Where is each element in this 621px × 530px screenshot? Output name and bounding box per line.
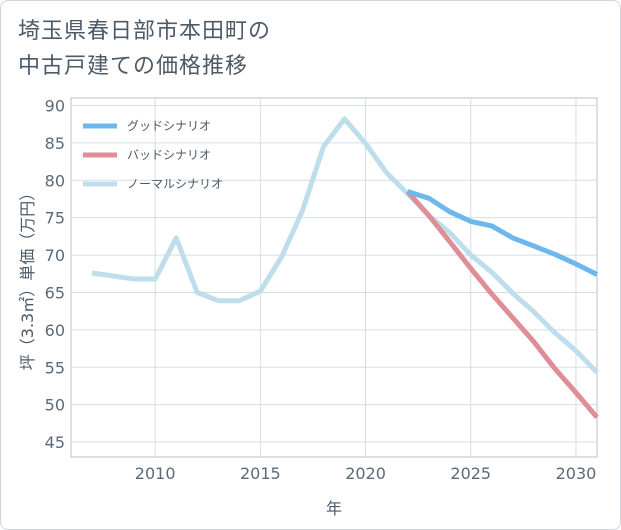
chart-title-line-2: 中古戸建ての価格推移	[18, 54, 249, 79]
series-line-1	[405, 189, 599, 420]
legend-label-2: ノーマルシナリオ	[127, 177, 223, 191]
x-tick-label-2020: 2020	[345, 464, 386, 483]
x-axis-title: 年	[326, 499, 342, 518]
legend-label-0: グッドシナリオ	[127, 119, 211, 133]
y-tick-label-80: 80	[45, 171, 65, 190]
y-tick-label-45: 45	[45, 433, 65, 452]
legend-label-1: バッドシナリオ	[127, 148, 211, 162]
x-tick-label-2010: 2010	[135, 464, 176, 483]
y-tick-label-60: 60	[45, 321, 65, 340]
y-tick-label-90: 90	[45, 96, 65, 115]
y-tick-label-65: 65	[45, 283, 65, 302]
chart-title: 埼玉県春日部市本田町の 中古戸建ての価格推移	[18, 14, 438, 84]
x-tick-label-2025: 2025	[450, 464, 491, 483]
plot-frame	[70, 97, 598, 458]
x-tick-label-2030: 2030	[556, 464, 597, 483]
series-line-2	[91, 116, 599, 375]
y-tick-label-75: 75	[45, 209, 65, 228]
y-tick-label-70: 70	[45, 246, 65, 265]
y-tick-label-85: 85	[45, 134, 65, 153]
chart-title-line-1: 埼玉県春日部市本田町の	[18, 19, 272, 44]
x-tick-label-2015: 2015	[240, 464, 281, 483]
y-axis-title: 坪（3.3㎡）単価（万円）	[18, 185, 37, 370]
series-line-0	[406, 189, 599, 277]
y-tick-label-55: 55	[45, 358, 65, 377]
y-tick-label-50: 50	[45, 396, 65, 415]
